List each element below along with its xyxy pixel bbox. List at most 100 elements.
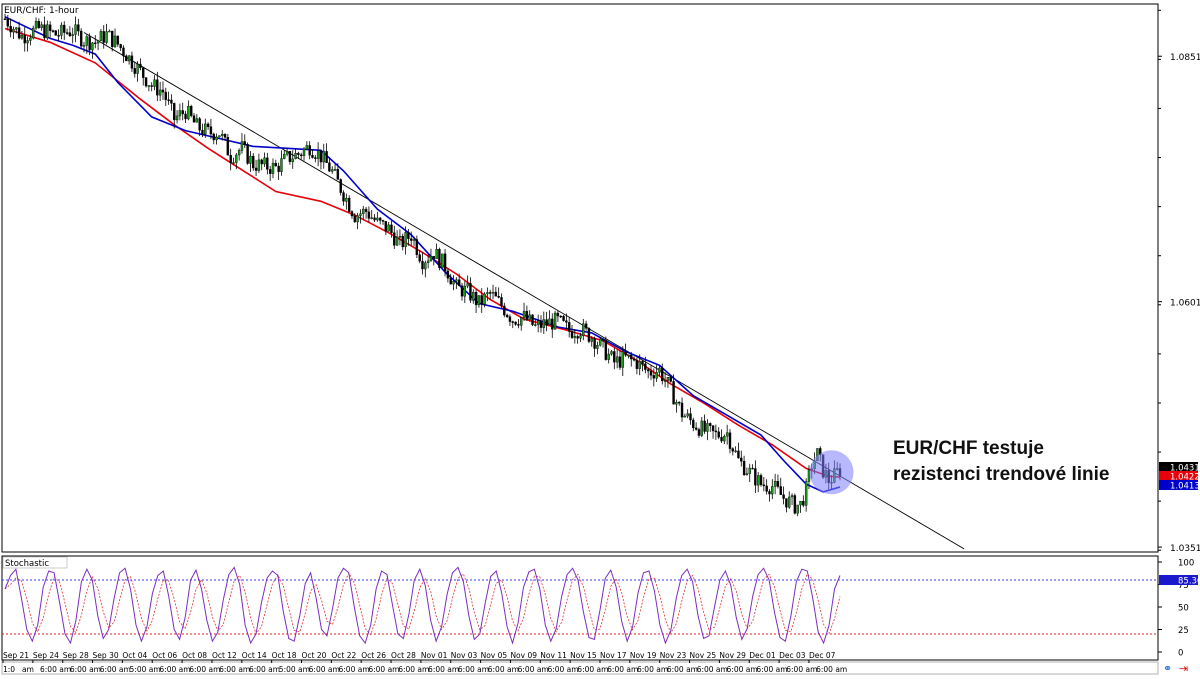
candle-body	[206, 123, 210, 127]
candle-body	[548, 318, 551, 326]
candle-body	[57, 35, 60, 37]
candle-body	[714, 430, 718, 433]
candle-body	[243, 141, 246, 145]
candle-body	[226, 137, 230, 156]
candle-body	[390, 224, 393, 233]
candle-body	[491, 291, 495, 294]
candle-body	[711, 425, 715, 432]
candle-body	[359, 213, 362, 216]
x-time-label-14: 6:00 am	[398, 665, 429, 674]
candle-body	[235, 154, 238, 163]
x-time-label-9: 6:00 am	[249, 665, 280, 674]
candle-body	[706, 423, 709, 432]
x-date-label-13: Oct 28	[391, 651, 416, 660]
time-scrollbar	[1, 661, 1159, 675]
candle-body	[517, 324, 520, 326]
candle-body	[192, 115, 196, 123]
candle-body	[480, 295, 483, 305]
candle-body	[43, 24, 46, 39]
candle-body	[99, 31, 103, 42]
candle-body	[353, 215, 356, 223]
candle-body	[17, 27, 21, 39]
candle-body	[474, 292, 478, 306]
candle-body	[63, 24, 66, 33]
candle-body	[294, 152, 297, 160]
candle-body	[237, 150, 241, 156]
x-date-label-12: Oct 26	[361, 651, 386, 660]
candle-body	[342, 192, 345, 202]
candle-body	[364, 208, 368, 212]
candle-body	[94, 42, 97, 45]
candle-body	[793, 495, 797, 514]
candle-body	[599, 338, 602, 346]
candle-body	[79, 30, 83, 47]
candle-body	[754, 468, 757, 486]
candle-body	[367, 211, 371, 219]
candle-body	[12, 28, 15, 33]
candle-body	[520, 317, 523, 326]
stochastic-tick-label-1: 75	[1178, 581, 1189, 591]
x-date-label-1: Sep 24	[33, 651, 59, 660]
x-date-label-3: Sep 30	[93, 651, 119, 660]
candle-body	[181, 110, 184, 115]
candle-body	[195, 118, 199, 123]
candle-body	[311, 154, 314, 158]
candle-body	[635, 359, 639, 369]
candle-body	[88, 36, 91, 51]
x-time-label-15: 6:00 am	[428, 665, 459, 674]
candle-body	[412, 239, 416, 241]
candle-body	[607, 353, 610, 360]
candle-body	[322, 151, 325, 163]
chart-title: EUR/CHF: 1-hour	[4, 6, 79, 16]
candle-body	[299, 154, 303, 157]
x-date-label-2: Sep 28	[63, 651, 89, 660]
candle-body	[167, 99, 170, 101]
moving-average-blue	[4, 16, 841, 493]
x-time-label-11: 6:00 am	[309, 665, 340, 674]
candle-body	[15, 27, 18, 30]
x-time-label-19: 6:00 am	[547, 665, 578, 674]
candle-body	[393, 232, 396, 246]
candle-body	[119, 44, 122, 49]
candle-body	[223, 134, 227, 138]
stochastic-title: Stochastic	[5, 559, 49, 569]
candle-body	[370, 217, 373, 219]
candle-body	[584, 323, 588, 329]
x-time-label-12: 6:00 am	[339, 665, 370, 674]
candle-body	[562, 315, 565, 321]
candle-body	[212, 133, 215, 141]
candle-body	[627, 354, 630, 357]
candle-body	[587, 328, 591, 342]
candle-body	[534, 324, 537, 326]
candle-body	[122, 47, 125, 57]
x-date-label-19: Nov 15	[570, 651, 597, 660]
candle-body	[136, 63, 139, 74]
candle-body	[110, 30, 114, 47]
candle-body	[127, 55, 131, 62]
candle-body	[497, 296, 500, 298]
candle-body	[421, 260, 424, 270]
price-label-bg-0	[1159, 462, 1198, 472]
candle-body	[678, 401, 681, 404]
scroll-right-icon: ⇥	[1179, 662, 1188, 675]
candle-body	[60, 24, 63, 36]
candle-body	[291, 158, 294, 162]
candle-body	[102, 31, 105, 43]
x-time-label-5: 5:00 am	[130, 665, 161, 674]
candle-body	[573, 336, 577, 338]
stochastic-panel-frame	[1, 555, 1159, 661]
candle-body	[319, 150, 323, 163]
price-label-bg-2	[1159, 480, 1198, 490]
candle-body	[528, 314, 531, 320]
x-time-label-10: 5:00 am	[279, 665, 310, 674]
candle-body	[610, 351, 613, 355]
candle-body	[768, 491, 771, 495]
candle-body	[96, 40, 100, 44]
candle-body	[661, 367, 664, 382]
candle-body	[308, 145, 311, 156]
candle-body	[426, 260, 430, 263]
candle-body	[652, 375, 656, 379]
candle-body	[404, 232, 407, 248]
x-time-label-22: 6:00 am	[637, 665, 668, 674]
candle-body	[457, 279, 461, 286]
